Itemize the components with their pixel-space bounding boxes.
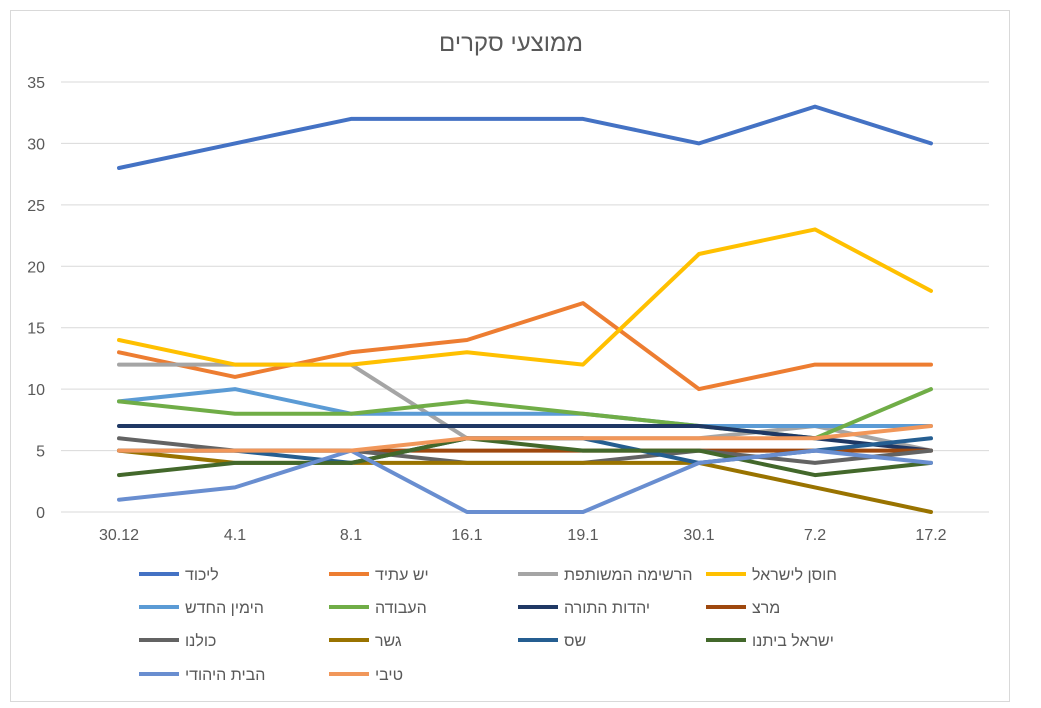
- legend-item: חוסן לישראל: [706, 566, 837, 584]
- series-line-1: [117, 104, 933, 170]
- series-line-13: [117, 448, 933, 514]
- series-lines: [117, 104, 933, 514]
- legend-label: העבודה: [375, 600, 427, 617]
- series-line-4: [117, 227, 933, 367]
- legend-label: הרשימה המשותפת: [564, 567, 692, 584]
- legend-item: יש עתיד: [329, 567, 429, 584]
- legend-label: ישראל ביתנו: [752, 632, 834, 650]
- x-tick-label: 7.2: [804, 527, 826, 544]
- legend-item: יהדות התורה: [518, 600, 650, 617]
- chart-title: ממוצעי סקרים: [439, 30, 583, 57]
- series-line-7: [117, 424, 933, 453]
- legend-label: כולנו: [185, 632, 216, 650]
- series-line-2: [117, 301, 933, 392]
- x-tick-label: 30.1: [683, 527, 714, 544]
- legend: ליכוד יש עתיד הרשימה המשותפת חוסן לישראל הימ…: [139, 566, 837, 684]
- legend-label: גשר: [375, 633, 402, 650]
- legend-item: כולנו: [139, 632, 216, 650]
- legend-label: שס: [564, 633, 586, 650]
- legend-item: ישראל ביתנו: [706, 632, 834, 650]
- y-tick-label: 0: [36, 505, 45, 522]
- x-tick-label: 17.2: [915, 527, 946, 544]
- legend-label: יש עתיד: [375, 567, 429, 584]
- y-tick-label: 30: [27, 136, 45, 153]
- y-tick-label: 20: [27, 259, 45, 276]
- legend-item: מרצ: [706, 600, 780, 617]
- legend-label: הימין החדש: [185, 600, 264, 617]
- legend-label: טיבי: [375, 667, 403, 684]
- series-line-10: [117, 448, 933, 514]
- legend-label: מרצ: [752, 600, 780, 617]
- x-tick-label: 8.1: [340, 527, 362, 544]
- y-tick-label: 5: [36, 444, 45, 461]
- x-axis-ticks: 30.12 4.1 8.1 16.1 19.1 30.1 7.2 17.2: [99, 527, 947, 544]
- y-axis-ticks: 0 5 10 15 20 25 30 35: [27, 75, 45, 522]
- y-tick-label: 25: [27, 198, 45, 215]
- legend-item: הרשימה המשותפת: [518, 567, 692, 584]
- x-tick-label: 19.1: [567, 527, 598, 544]
- series-line-14: [117, 424, 933, 453]
- line-chart: ממוצעי סקרים 0 5 10 15 20 25 30 35 30.12 4.1 8.1 1…: [27, 30, 989, 684]
- legend-item: הימין החדש: [139, 600, 264, 617]
- y-tick-label: 15: [27, 321, 45, 338]
- chart-frame: ממוצעי סקרים 0 5 10 15 20 25 30 35 30.12 4.1 8.1 1…: [10, 10, 1010, 702]
- legend-item: שס: [518, 633, 586, 650]
- legend-label: חוסן לישראל: [752, 566, 837, 584]
- legend-item: ליכוד: [139, 566, 219, 584]
- y-tick-label: 10: [27, 382, 45, 399]
- legend-item: הבית היהודי: [139, 667, 265, 684]
- legend-label: הבית היהודי: [185, 667, 265, 684]
- x-tick-label: 16.1: [451, 527, 482, 544]
- legend-item: טיבי: [329, 667, 403, 684]
- legend-item: העבודה: [329, 600, 427, 617]
- series-line-12: [117, 436, 933, 478]
- legend-label: ליכוד: [185, 566, 219, 584]
- legend-label: יהדות התורה: [564, 600, 650, 617]
- legend-item: גשר: [329, 633, 402, 650]
- x-tick-label: 4.1: [224, 527, 246, 544]
- series-line-5: [117, 387, 933, 428]
- y-tick-label: 35: [27, 75, 45, 92]
- x-tick-label: 30.12: [99, 527, 139, 544]
